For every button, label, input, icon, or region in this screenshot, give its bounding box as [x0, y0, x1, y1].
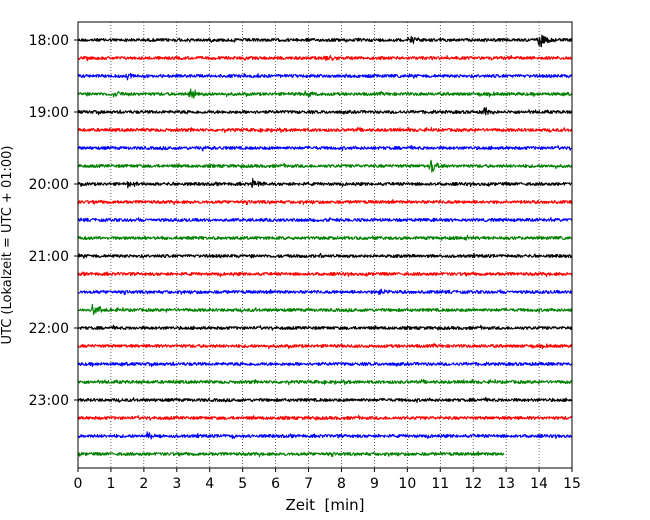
seismogram-trace: [77, 414, 573, 421]
seismogram-trace: [77, 342, 573, 350]
seismogram-trace: [77, 88, 573, 99]
x-tick-label: 9: [370, 476, 379, 492]
x-tick-label: 13: [497, 476, 515, 492]
x-tick-label: 4: [205, 476, 214, 492]
x-tick-label: 14: [530, 476, 548, 492]
plot-frame: [77, 21, 573, 469]
seismogram-trace: [77, 198, 573, 206]
seismogram-traces: [77, 34, 573, 458]
seismogram-trace: [77, 271, 573, 278]
x-tick-label: 11: [431, 476, 449, 492]
x-tick-label: 1: [106, 476, 115, 492]
seismogram-trace: [77, 303, 573, 316]
x-axis-ticks: 0 1 2 3 4 5 6 7 8 9 10 11 12 13 14 15: [74, 468, 581, 492]
seismogram-trace: [77, 378, 573, 386]
seismogram-trace: [77, 396, 573, 404]
seismogram-trace: [77, 252, 573, 259]
x-tick-label: 5: [238, 476, 247, 492]
seismogram-trace: [77, 178, 573, 189]
y-tick-label: 21:00: [29, 249, 69, 265]
x-tick-label: 12: [464, 476, 482, 492]
seismogram-trace: [77, 34, 573, 48]
y-axis-ticks: 18:00 19:00 20:00 21:00 22:00 23:00: [29, 33, 78, 409]
seismogram-trace: [77, 217, 573, 223]
x-axis-title: Zeit [min]: [285, 496, 364, 514]
x-tick-label: 8: [337, 476, 346, 492]
x-tick-label: 7: [304, 476, 313, 492]
y-tick-label: 18:00: [29, 33, 69, 49]
x-tick-label: 10: [398, 476, 416, 492]
seismogram-trace: [77, 159, 573, 173]
seismogram-trace: [77, 126, 573, 134]
seismogram-trace: [77, 324, 573, 331]
y-axis-title: UTC (Lokalzeit = UTC + 01:00): [0, 146, 15, 345]
x-tick-label: 0: [74, 476, 83, 492]
x-tick-label: 2: [139, 476, 148, 492]
seismogram-trace: [77, 54, 573, 62]
seismogram-trace: [77, 431, 573, 440]
y-tick-label: 22:00: [29, 321, 69, 337]
y-tick-label: 19:00: [29, 105, 69, 121]
seismogram-trace: [77, 361, 573, 368]
seismogram-trace: [77, 106, 573, 116]
seismogram-trace: [77, 72, 573, 81]
y-tick-label: 20:00: [29, 177, 69, 193]
vertical-gridlines: [110, 22, 540, 468]
x-tick-label: 6: [271, 476, 280, 492]
seismogram-trace: [77, 450, 505, 458]
seismogram-trace: [77, 234, 573, 241]
x-tick-label: 15: [563, 476, 581, 492]
seismogram-trace: [77, 288, 573, 296]
seismogram-trace: [77, 144, 573, 152]
x-tick-label: 3: [172, 476, 181, 492]
y-tick-label: 23:00: [29, 393, 69, 409]
